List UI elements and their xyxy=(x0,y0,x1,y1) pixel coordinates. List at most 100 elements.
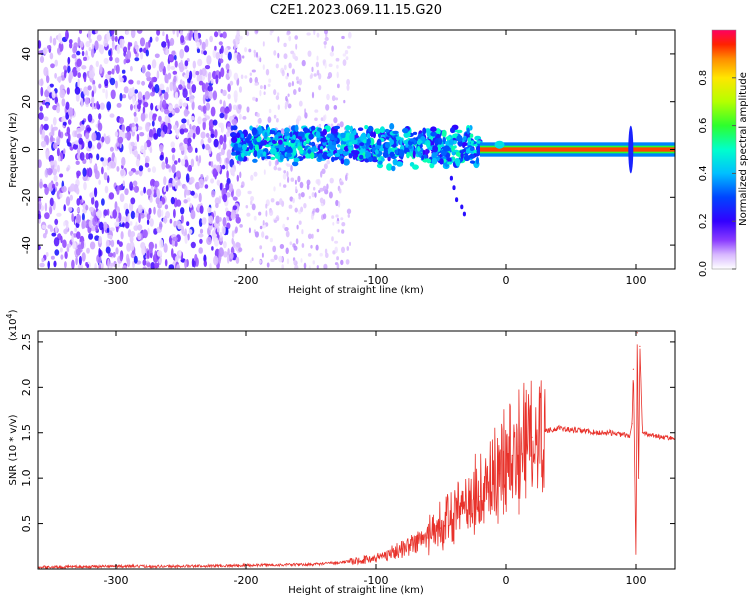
noise-blob xyxy=(306,179,311,186)
signal-blob xyxy=(295,139,301,144)
snr-point xyxy=(498,473,501,475)
noise-blob xyxy=(174,160,178,165)
noise-blob xyxy=(316,228,320,233)
noise-blob xyxy=(109,113,115,118)
noise-blob xyxy=(286,216,289,221)
signal-blob xyxy=(315,131,321,139)
noise-blob xyxy=(39,125,43,135)
signal-blob xyxy=(372,156,377,161)
noise-blob xyxy=(109,77,116,86)
signal-blob xyxy=(262,151,267,157)
noise-blob xyxy=(183,199,188,204)
noise-blob xyxy=(45,252,49,257)
noise-blob xyxy=(198,155,202,164)
noise-blob xyxy=(294,207,298,213)
noise-blob xyxy=(267,83,271,88)
signal-blob xyxy=(467,137,472,142)
noise-blob xyxy=(182,80,185,88)
noise-blob xyxy=(198,218,203,227)
noise-blob xyxy=(112,209,117,219)
noise-blob xyxy=(74,227,78,232)
noise-blob xyxy=(312,260,316,265)
noise-blob xyxy=(285,247,289,255)
signal-blob xyxy=(270,156,276,160)
noise-blob xyxy=(340,259,344,266)
noise-blob xyxy=(159,83,165,91)
noise-blob xyxy=(300,192,305,198)
noise-blob xyxy=(114,57,120,64)
noise-blob xyxy=(164,115,169,124)
noise-blob xyxy=(270,258,275,263)
noise-blob xyxy=(83,181,87,191)
noise-blob xyxy=(345,174,348,181)
noise-blob xyxy=(122,265,128,269)
noise-blob xyxy=(99,102,105,110)
noise-blob xyxy=(172,70,178,75)
noise-blob xyxy=(168,54,174,62)
noise-blob xyxy=(273,254,278,261)
noise-blob xyxy=(81,252,86,262)
noise-blob xyxy=(168,264,175,269)
bottom-y-axis-label: SNR (10 * v/v) xyxy=(8,414,19,485)
noise-blob xyxy=(240,185,244,188)
noise-blob xyxy=(284,227,289,232)
noise-blob xyxy=(60,254,64,260)
noise-blob xyxy=(294,35,299,40)
noise-blob xyxy=(71,213,74,222)
bottom-x-tick-label: -300 xyxy=(104,574,129,587)
noise-blob xyxy=(265,68,270,76)
noise-blob xyxy=(275,201,280,206)
noise-blob xyxy=(212,236,216,242)
top-x-tick-label: -300 xyxy=(104,274,129,287)
noise-blob xyxy=(219,217,222,222)
noise-blob xyxy=(165,185,169,192)
noise-blob xyxy=(238,247,243,252)
noise-blob xyxy=(156,188,160,199)
noise-blob xyxy=(199,69,203,76)
noise-blob xyxy=(137,224,143,231)
noise-blob xyxy=(103,57,109,65)
signal-blob xyxy=(292,148,297,156)
signal-blob xyxy=(333,137,338,142)
signal-blob xyxy=(251,127,258,136)
noise-blob xyxy=(338,188,342,194)
noise-blob xyxy=(183,108,189,117)
signal-blob xyxy=(249,125,253,131)
noise-blob xyxy=(191,100,195,111)
noise-blob xyxy=(240,74,244,80)
noise-blob xyxy=(199,238,203,244)
noise-blob xyxy=(98,221,104,231)
noise-blob xyxy=(51,232,57,237)
noise-blob xyxy=(251,69,256,73)
noise-blob xyxy=(132,180,138,187)
noise-blob xyxy=(213,138,219,148)
noise-blob xyxy=(164,204,169,210)
noise-blob xyxy=(334,240,339,244)
top-y-tick-label: -20 xyxy=(20,188,33,206)
noise-blob xyxy=(295,238,299,245)
snr-point xyxy=(596,432,598,434)
noise-blob xyxy=(234,226,238,234)
noise-blob xyxy=(189,176,195,184)
noise-blob xyxy=(331,215,335,219)
noise-blob xyxy=(178,84,183,90)
noise-blob xyxy=(176,170,181,178)
noise-blob xyxy=(106,31,111,42)
noise-blob xyxy=(186,119,190,126)
noise-blob xyxy=(216,226,220,233)
noise-blob xyxy=(203,50,208,56)
noise-blob xyxy=(345,56,349,61)
noise-blob xyxy=(83,56,87,62)
noise-blob xyxy=(206,236,212,245)
noise-blob xyxy=(233,90,238,100)
noise-blob xyxy=(149,218,154,227)
noise-blob xyxy=(137,232,142,241)
noise-blob xyxy=(63,221,66,227)
noise-blob xyxy=(121,124,126,133)
noise-blob xyxy=(201,67,207,77)
noise-blob xyxy=(327,72,333,79)
carrier-bump xyxy=(494,140,505,149)
noise-blob xyxy=(173,75,177,83)
noise-blob xyxy=(215,74,219,85)
